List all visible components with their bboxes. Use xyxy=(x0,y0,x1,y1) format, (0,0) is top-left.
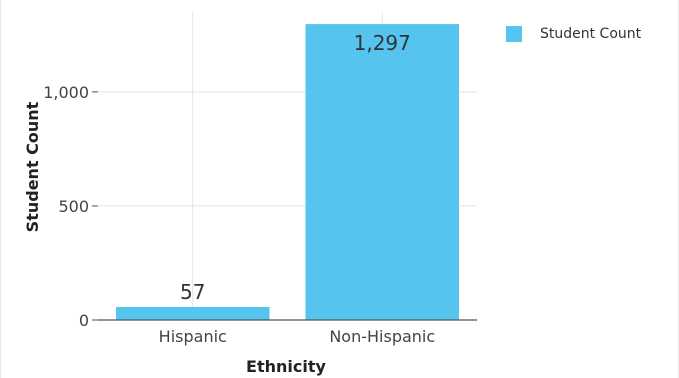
y-tick-label: 0 xyxy=(79,311,89,330)
legend-label: Student Count xyxy=(540,26,642,42)
bar-hispanic xyxy=(116,306,270,320)
axes xyxy=(92,91,477,321)
x-axis-title: Ethnicity xyxy=(246,357,326,376)
legend-swatch xyxy=(506,26,522,42)
y-tick-label: 1,000 xyxy=(43,83,89,102)
bars xyxy=(116,24,459,320)
legend: Student Count xyxy=(506,26,641,42)
data-label: 1,297 xyxy=(354,31,411,55)
bar-non-hispanic xyxy=(305,24,459,320)
x-tick-label: Non-Hispanic xyxy=(329,327,435,346)
labels: 0 500 1,000 57 Hispanic 1,297 Non-Hispanic xyxy=(43,31,435,346)
x-tick-label: Hispanic xyxy=(159,327,227,346)
data-label: 57 xyxy=(180,280,205,304)
y-axis-title: Student Count xyxy=(23,101,42,232)
y-tick-label: 500 xyxy=(58,197,89,216)
